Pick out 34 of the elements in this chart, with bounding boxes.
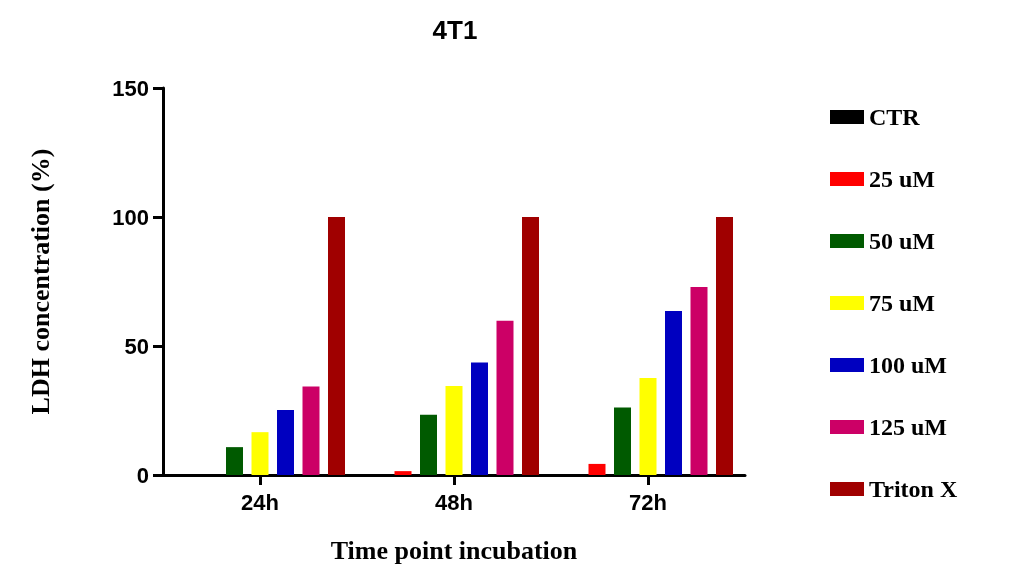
y-axis-title: LDH concentration (%) (25, 148, 55, 415)
bar (588, 463, 606, 475)
legend-label: 125 uM (869, 414, 947, 440)
bar (251, 432, 269, 475)
bar (445, 385, 463, 475)
y-tick-label: 50 (124, 333, 149, 359)
bar (471, 362, 488, 475)
bar (394, 471, 412, 475)
legend-label: 100 uM (869, 352, 947, 378)
legend-label: 25 uM (869, 166, 935, 192)
bar (639, 377, 657, 475)
bar (226, 447, 243, 475)
x-tick-label: 24h (241, 489, 279, 515)
bar (665, 310, 682, 475)
bar (690, 286, 708, 475)
x-tick-label: 48h (435, 489, 473, 515)
legend-label: 50 uM (869, 228, 935, 254)
bar (716, 217, 733, 475)
legend-label: Triton X (869, 476, 958, 502)
x-axis-title: Time point incubation (330, 535, 578, 565)
y-tick-label: 100 (112, 204, 149, 230)
legend-label: CTR (869, 104, 921, 130)
bar (522, 217, 539, 475)
bar (302, 386, 320, 475)
bar (496, 320, 514, 475)
chart-title: 4T1 (432, 15, 478, 45)
bar (614, 407, 631, 475)
bar (277, 409, 294, 475)
y-tick-label: 0 (136, 462, 149, 488)
bar (420, 414, 437, 475)
y-tick-label: 150 (112, 75, 149, 101)
legend-label: 75 uM (869, 290, 935, 316)
bar (328, 217, 345, 475)
x-tick-label: 72h (629, 489, 667, 515)
